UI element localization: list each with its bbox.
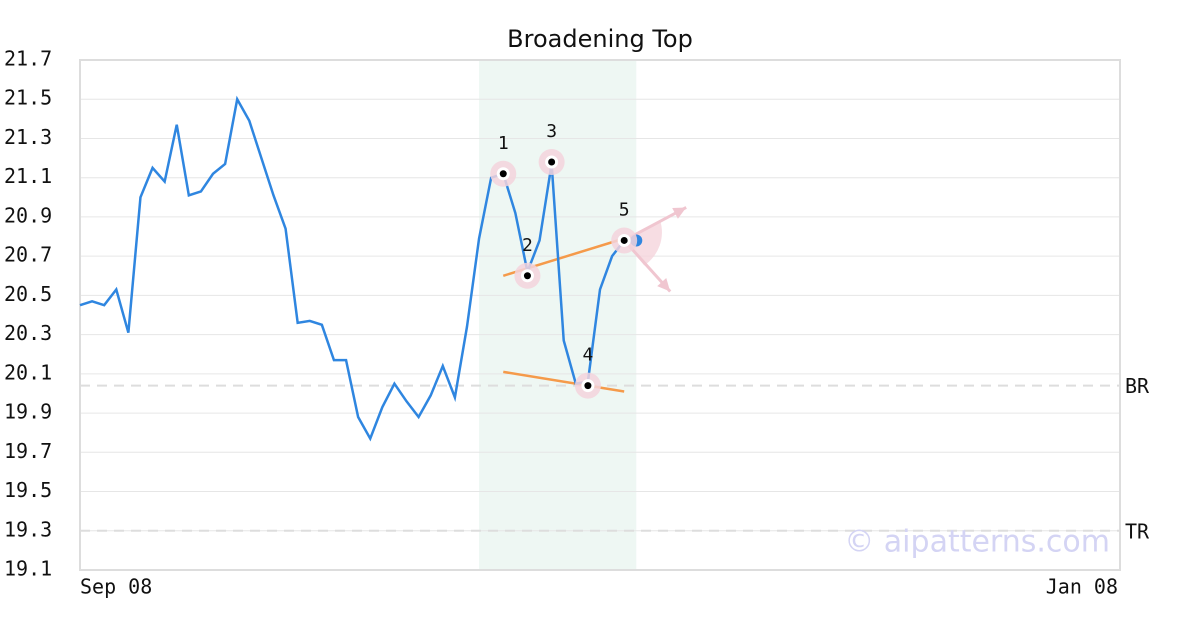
x-tick-label: Jan 08 [1046, 575, 1118, 599]
y-tick-label: 19.3 [4, 517, 52, 541]
watermark: © aipatterns.com [844, 525, 1110, 560]
pattern-point-dot [584, 382, 592, 390]
y-tick-label: 19.1 [4, 557, 52, 581]
y-tick-label: 19.5 [4, 478, 52, 502]
pattern-point-dot [523, 272, 531, 280]
y-tick-label: 19.7 [4, 439, 52, 463]
arrow-head [657, 278, 671, 292]
chart-title: Broadening Top [507, 25, 693, 53]
pattern-label: 5 [619, 199, 630, 220]
level-label: TR [1125, 519, 1150, 543]
pattern-label: 4 [582, 345, 593, 366]
y-tick-label: 20.9 [4, 203, 52, 227]
y-tick-label: 21.5 [4, 86, 52, 110]
y-tick-label: 19.9 [4, 400, 52, 424]
pattern-point-dot [620, 236, 628, 244]
y-tick-label: 21.1 [4, 164, 52, 188]
arrow-wedge [624, 220, 662, 266]
pattern-point-dot [499, 170, 507, 178]
arrow-head [672, 207, 687, 219]
y-tick-label: 21.3 [4, 125, 52, 149]
trendline [503, 370, 625, 393]
y-tick-label: 20.5 [4, 282, 52, 306]
y-tick-label: 20.3 [4, 321, 52, 345]
y-tick-label: 21.7 [4, 47, 52, 71]
pattern-point-dot [548, 158, 556, 166]
price-line [79, 95, 637, 442]
pattern-region [479, 60, 637, 570]
x-tick-label: Sep 08 [80, 575, 152, 599]
pattern-label: 2 [522, 235, 533, 256]
pattern-label: 1 [498, 133, 509, 154]
pattern-label: 3 [546, 121, 557, 142]
plot-frame [79, 59, 1121, 571]
level-label: BR [1125, 374, 1150, 398]
y-tick-label: 20.7 [4, 243, 52, 267]
y-tick-label: 20.1 [4, 360, 52, 384]
